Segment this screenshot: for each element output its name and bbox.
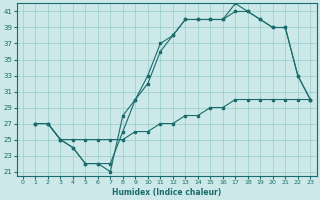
X-axis label: Humidex (Indice chaleur): Humidex (Indice chaleur) bbox=[112, 188, 221, 197]
